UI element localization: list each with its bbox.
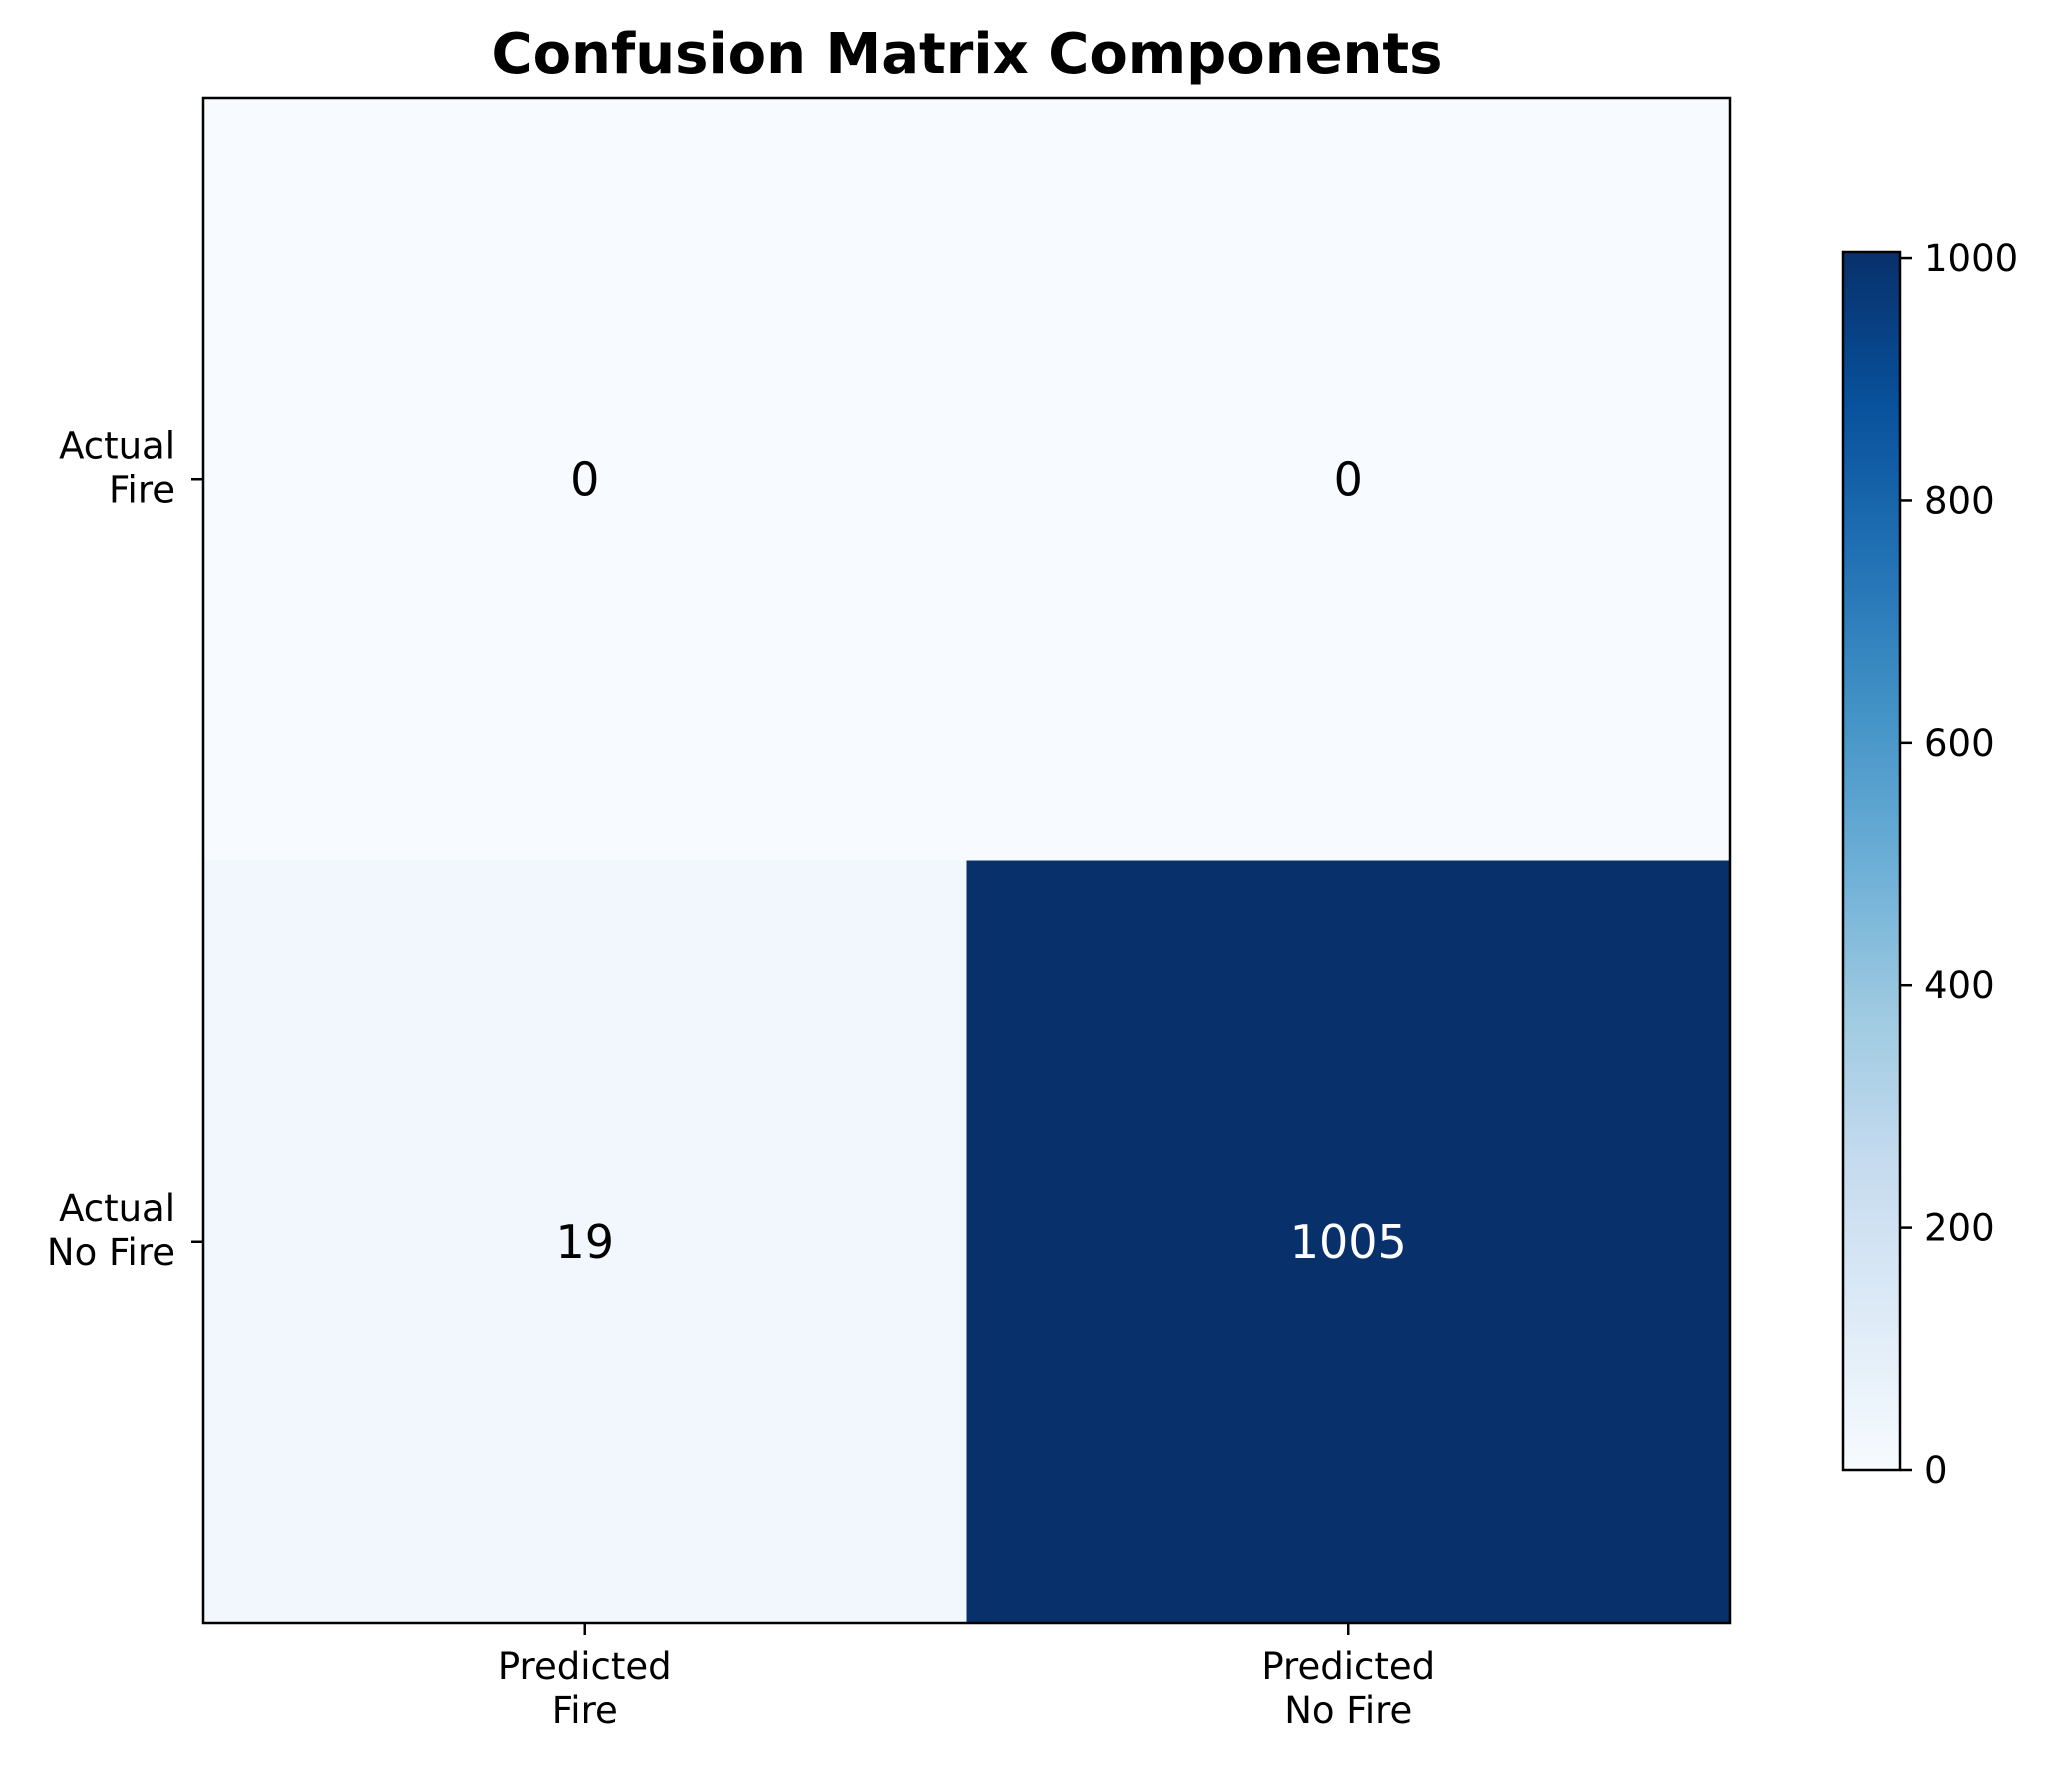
heatmap-cells: [203, 98, 1731, 1624]
colorbar-tick-label: 600: [1924, 722, 1995, 765]
heatmap-cell: [966, 98, 1731, 861]
colorbar: 0 200 400 600 800 1000: [1841, 237, 2018, 1492]
x-tick-label: Predicted: [498, 1645, 672, 1688]
x-tick-label: Predicted: [1261, 1645, 1435, 1688]
heatmap-cell: [203, 860, 967, 1624]
plot-frame: [201, 96, 1732, 1625]
heatmap-cell: [966, 860, 1731, 1624]
x-tick-label: Fire: [552, 1689, 618, 1732]
colorbar-tick-label: 800: [1924, 479, 1995, 522]
y-tick-label: Actual: [59, 1187, 175, 1230]
colorbar-tick-label: 400: [1924, 964, 1995, 1007]
colorbar-tick-label: 1000: [1924, 237, 2018, 280]
y-tick-label: Actual: [59, 424, 175, 467]
cell-value-label: 19: [555, 1215, 614, 1269]
colorbar-ticks: 0 200 400 600 800 1000: [1900, 237, 2018, 1492]
y-tick-label: Fire: [109, 468, 175, 511]
heatmap-cell-labels: 0 0 19 1005: [555, 452, 1406, 1269]
x-tick-label: No Fire: [1284, 1689, 1412, 1732]
colorbar-frame: [1841, 250, 1902, 1472]
cell-value-label: 0: [570, 452, 599, 506]
colorbar-gradient: [1843, 252, 1900, 1470]
y-tick-label: No Fire: [47, 1231, 175, 1274]
heatmap-cell: [203, 98, 967, 861]
colorbar-tick-label: 200: [1924, 1207, 1995, 1250]
colorbar-tick-label: 0: [1924, 1449, 1948, 1492]
chart-title: Confusion Matrix Components: [491, 22, 1442, 87]
cell-value-label: 1005: [1290, 1215, 1407, 1269]
cell-value-label: 0: [1334, 452, 1363, 506]
